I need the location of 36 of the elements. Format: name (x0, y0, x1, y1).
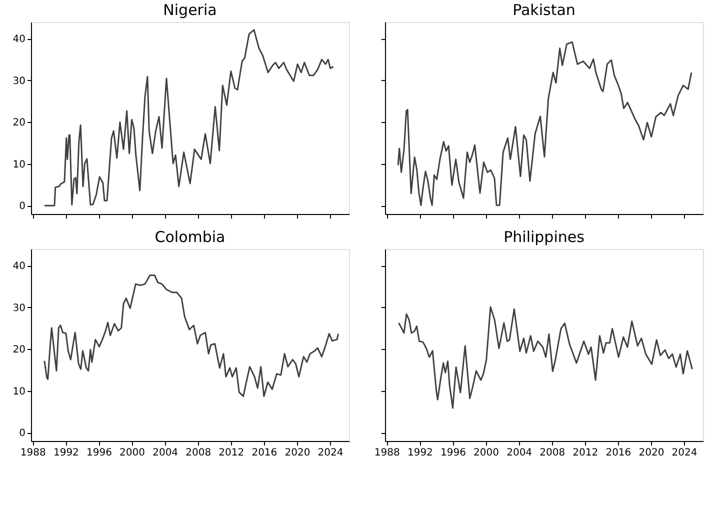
x-tick-label: 2000 (120, 448, 145, 458)
x-tick-label: 2008 (540, 448, 566, 458)
x-tick-label: 2016 (606, 448, 632, 458)
y-tick-label: 20 (12, 118, 26, 129)
x-tick-label: 2012 (572, 448, 598, 458)
y-tick-label: 0 (19, 428, 26, 440)
chart-title: Philippines (504, 228, 585, 246)
x-tick-label: 2016 (252, 448, 278, 458)
x-tick-label: 2004 (506, 448, 532, 458)
x-tick-label: 1996 (86, 448, 112, 458)
chart-title: Pakistan (512, 1, 576, 19)
x-tick-label: 2004 (152, 448, 178, 458)
line-series (44, 274, 340, 398)
x-tick-label: 1988 (20, 448, 46, 458)
x-tick-label: 2000 (474, 448, 499, 458)
x-tick-label: 2012 (218, 448, 244, 458)
y-tick-label: 40 (12, 34, 26, 46)
y-tick-label: 30 (12, 302, 26, 314)
y-tick-label: 10 (12, 386, 26, 398)
chart-title: Colombia (154, 228, 226, 246)
x-tick-label: 2024 (672, 448, 698, 458)
line-series (44, 29, 334, 206)
x-tick-label: 2020 (284, 448, 310, 458)
x-tick-label: 1992 (53, 448, 79, 458)
x-tick-label: 1992 (407, 448, 433, 458)
y-tick-label: 40 (12, 261, 26, 272)
y-tick-label: 10 (12, 159, 26, 170)
y-tick-label: 0 (19, 201, 26, 212)
x-tick-label: 1988 (374, 448, 400, 458)
x-tick-label: 2024 (318, 448, 344, 458)
x-tick-label: 2008 (186, 448, 212, 458)
chart-title: Nigeria (163, 1, 217, 19)
y-tick-label: 30 (12, 76, 26, 87)
x-tick-label: 1996 (440, 448, 466, 458)
y-tick-label: 20 (12, 344, 26, 356)
x-tick-label: 2020 (638, 448, 664, 458)
